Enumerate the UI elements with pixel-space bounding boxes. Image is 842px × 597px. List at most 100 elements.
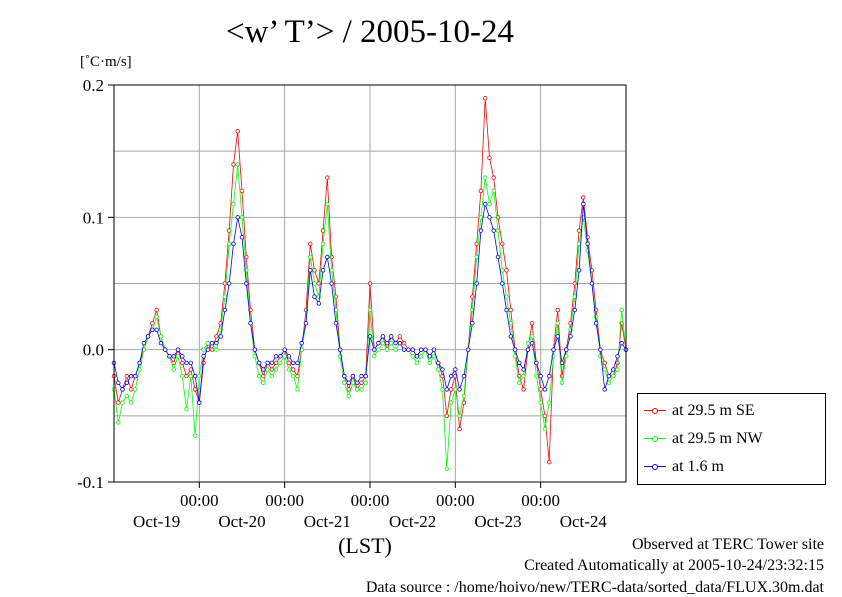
data-point (414, 354, 420, 359)
data-point (355, 387, 360, 392)
data-point (491, 175, 496, 180)
data-point (393, 347, 398, 352)
data-point (175, 354, 181, 359)
data-point (504, 268, 509, 273)
data-point (337, 347, 343, 352)
data-point (602, 360, 607, 366)
data-point (329, 268, 334, 273)
data-point (141, 340, 147, 346)
data-point (248, 321, 253, 326)
data-point (444, 466, 449, 471)
data-point (320, 241, 326, 246)
data-point (538, 373, 543, 379)
data-point (380, 334, 385, 339)
data-point (372, 354, 377, 359)
data-point (444, 387, 449, 392)
data-point (171, 360, 176, 366)
data-point (376, 340, 381, 346)
data-point (611, 367, 616, 372)
data-point (512, 354, 518, 359)
data-point (495, 228, 501, 233)
data-point (128, 373, 134, 379)
footer-created: Created Automatically at 2005-10-24/23:3… (524, 557, 824, 574)
data-point (137, 367, 142, 372)
data-point (363, 373, 368, 379)
x-tick-label: 00:00 (436, 491, 475, 510)
y-tick-label: 0.1 (83, 208, 104, 227)
data-point (184, 373, 189, 379)
data-point (529, 340, 535, 346)
data-point (598, 354, 603, 359)
data-point (116, 400, 121, 405)
data-point (559, 380, 565, 385)
data-point (218, 334, 223, 339)
data-point (346, 393, 351, 399)
data-point (581, 201, 586, 207)
data-point (312, 294, 317, 299)
data-point (453, 387, 458, 392)
data-point (500, 241, 505, 246)
data-point (320, 268, 326, 273)
data-point (252, 354, 257, 359)
data-point (495, 254, 501, 260)
data-point (529, 334, 535, 339)
data-point (256, 360, 262, 366)
data-point (346, 387, 351, 392)
data-point (615, 354, 620, 359)
data-point (572, 307, 577, 313)
data-point (299, 340, 304, 346)
data-point (201, 354, 206, 359)
data-point (342, 380, 347, 385)
data-point (457, 413, 462, 418)
data-point (235, 162, 240, 167)
data-point (350, 373, 356, 379)
day-label: Oct-20 (218, 512, 265, 531)
data-point (239, 234, 245, 240)
data-point (145, 334, 151, 339)
data-point (461, 373, 467, 379)
data-point (312, 281, 317, 286)
data-point (508, 334, 513, 339)
data-point (162, 347, 168, 352)
data-point (547, 459, 552, 465)
data-point (461, 393, 467, 399)
legend-swatch-nw (644, 434, 666, 444)
data-point (231, 201, 236, 207)
data-point (367, 281, 373, 286)
data-point (286, 360, 292, 366)
data-point (222, 294, 228, 299)
data-point (273, 367, 279, 372)
data-point (209, 347, 215, 352)
data-point (517, 360, 522, 366)
data-point (611, 373, 616, 379)
day-label: Oct-23 (474, 512, 521, 531)
data-point (192, 387, 198, 392)
data-point (116, 420, 121, 425)
data-point (231, 162, 236, 167)
data-point (598, 347, 603, 352)
data-point (269, 367, 275, 372)
data-point (124, 373, 129, 379)
data-point (491, 228, 496, 233)
data-point (124, 393, 129, 399)
data-point (133, 373, 138, 379)
data-point (252, 347, 257, 352)
data-point (116, 380, 121, 385)
data-point (487, 155, 492, 160)
data-point (286, 354, 292, 359)
data-point (542, 413, 548, 418)
data-point (261, 367, 266, 372)
data-point (555, 321, 560, 326)
data-point (128, 400, 134, 405)
data-point (483, 175, 488, 180)
data-point (316, 301, 321, 306)
data-point (534, 360, 539, 366)
data-point (244, 281, 249, 286)
data-point (448, 387, 454, 392)
data-point (154, 327, 159, 332)
data-point (559, 360, 565, 366)
chart-title: <w’ T’> / 2005-10-24 (225, 14, 515, 50)
x-tick-label: 00:00 (265, 491, 304, 510)
legend-swatch-1-6m (644, 462, 666, 472)
data-point (427, 360, 432, 366)
